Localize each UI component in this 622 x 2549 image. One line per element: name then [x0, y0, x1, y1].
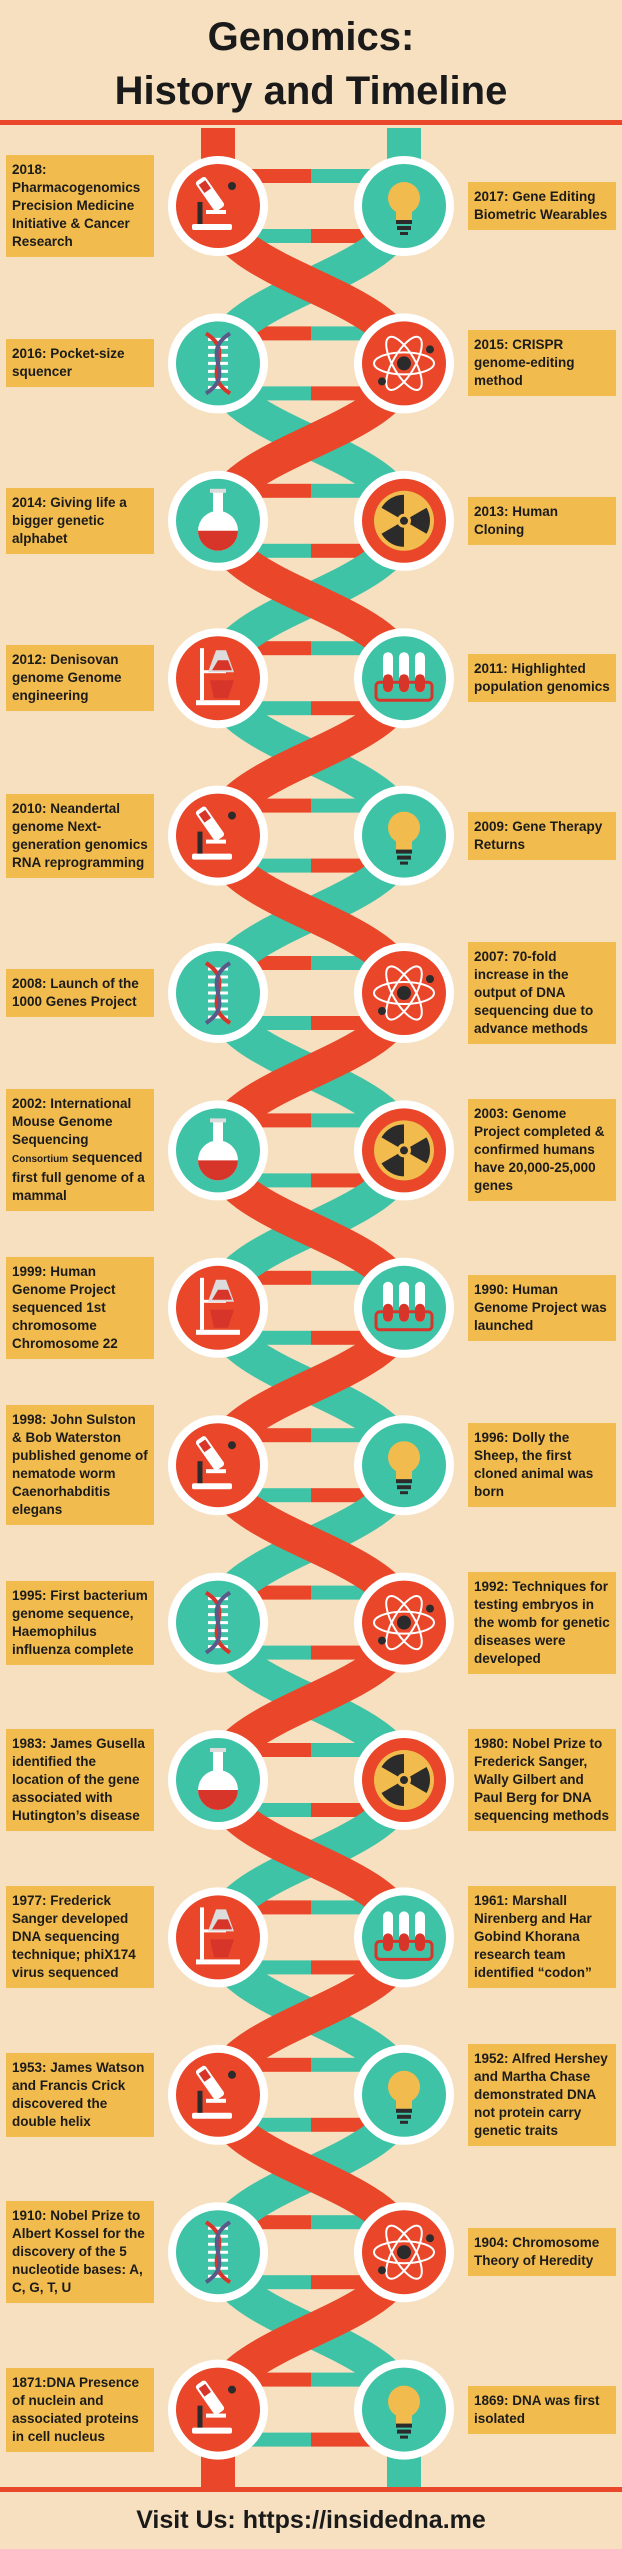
microscope-icon [192, 806, 236, 860]
dna-icon [204, 1590, 232, 1655]
timeline-label-right: 2003: Genome Project completed & confirm… [468, 1099, 616, 1201]
timeline-label-right: 2013: Human Cloning [468, 497, 616, 545]
timeline-label-left: 2014: Giving life a bigger genetic alpha… [6, 488, 154, 554]
microscope-icon [192, 2065, 236, 2119]
microscope-icon [192, 176, 236, 230]
timeline-label-right: 1869: DNA was first isolated [468, 2386, 616, 2434]
radiation-icon [374, 1120, 434, 1181]
timeline-label-right: 2007: 70-fold increase in the output of … [468, 942, 616, 1044]
radiation-icon [374, 1750, 434, 1810]
atom-icon [373, 965, 435, 1021]
lightbulb-icon [388, 1441, 420, 1495]
dna-icon [204, 331, 232, 396]
title-line-2: History and Timeline [114, 69, 508, 113]
timeline-label-left: 2018: Pharmacogenomics Precision Medicin… [6, 155, 154, 257]
timeline-label-right: 1961: Marshall Nirenberg and Har Gobind … [468, 1886, 616, 1988]
timeline-label-right: 2009: Gene Therapy Returns [468, 812, 616, 860]
radiation-icon [374, 490, 434, 551]
icon-circle [176, 1895, 260, 1980]
footer-link[interactable]: Visit Us: https://insidedna.me [136, 2506, 486, 2534]
atom-icon [373, 2224, 435, 2280]
beaker-stand-icon [196, 1277, 240, 1335]
icon-circle [176, 636, 260, 721]
timeline-label-right: 2017: Gene Editing Biometric Wearables [468, 182, 616, 230]
beaker-stand-icon [196, 648, 240, 706]
timeline-label-right: 2011: Highlighted population genomics [468, 654, 616, 702]
timeline-label-right: 1992: Techniques for testing embryos in … [468, 1572, 616, 1674]
dna-icon [204, 2220, 232, 2284]
icon-circle [176, 1265, 260, 1350]
timeline-label-right: 2015: CRISPR genome-editing method [468, 330, 616, 396]
timeline-label-right: 1952: Alfred Hershey and Martha Chase de… [468, 2044, 616, 2146]
timeline-label-left: 2002: International Mouse Genome Sequenc… [6, 1089, 154, 1211]
timeline-label-left: 1910: Nobel Prize to Albert Kossel for t… [6, 2201, 154, 2303]
timeline-label-left: 1977: Frederick Sanger developed DNA seq… [6, 1886, 154, 1988]
lightbulb-icon [388, 2385, 420, 2439]
test-tubes-icon [374, 1281, 434, 1332]
timeline-label-left: 1999: Human Genome Project sequenced 1st… [6, 1257, 154, 1359]
timeline-label-left: 1983: James Gusella identified the locat… [6, 1729, 154, 1831]
timeline-label-left: 2008: Launch of the 1000 Genes Project [6, 969, 154, 1017]
bottom-divider [0, 2487, 622, 2492]
dna-icon [204, 961, 232, 1025]
atom-icon [373, 335, 435, 391]
timeline-label-right: 1996: Dolly the Sheep, the first cloned … [468, 1423, 616, 1507]
lightbulb-icon [388, 811, 420, 865]
beaker-stand-icon [196, 1907, 240, 1965]
timeline-label-left: 1995: First bacterium genome sequence, H… [6, 1581, 154, 1665]
lightbulb-icon [388, 2070, 420, 2124]
top-divider [0, 120, 622, 125]
timeline-label-right: 1980: Nobel Prize to Frederick Sanger, W… [468, 1729, 616, 1831]
timeline-label-right: 1990: Human Genome Project was launched [468, 1275, 616, 1341]
timeline-label-left: 2016: Pocket-size squencer [6, 339, 154, 387]
flask-icon [198, 1118, 238, 1181]
lightbulb-icon [388, 182, 420, 235]
timeline-label-right: 1904: Chromosome Theory of Heredity [468, 2228, 616, 2276]
test-tubes-icon [374, 1911, 434, 1961]
timeline-label-left: 2012: Denisovan genome Genome engineerin… [6, 645, 154, 711]
timeline-label-left: 2010: Neandertal genome Next-generation … [6, 794, 154, 878]
title-line-1: Genomics: [207, 15, 415, 59]
flask-icon [198, 488, 238, 551]
test-tubes-icon [374, 652, 434, 702]
page-title: Genomics: History and Timeline [0, 10, 622, 118]
atom-icon [373, 1595, 435, 1651]
timeline-label-left: 1953: James Watson and Francis Crick dis… [6, 2053, 154, 2137]
timeline-label-left: 1998: John Sulston & Bob Waterston publi… [6, 1405, 154, 1525]
timeline-label-left: 1871:DNA Presence of nuclein and associa… [6, 2368, 154, 2452]
microscope-icon [192, 2380, 236, 2434]
microscope-icon [192, 1436, 236, 1490]
flask-icon [198, 1748, 238, 1810]
